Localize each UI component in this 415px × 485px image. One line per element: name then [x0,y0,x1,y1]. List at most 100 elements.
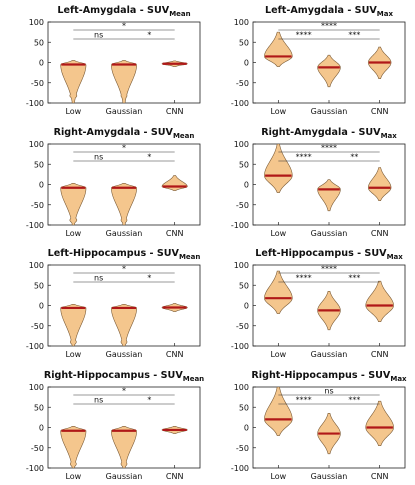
chart-title: Right-Hippocampus - SUVMean [44,370,204,383]
y-tick-label: 50 [34,281,44,290]
y-tick-label: -100 [26,99,44,108]
violin-body [60,303,87,346]
violin-body [111,425,137,468]
chart-title: Right-Hippocampus - SUVMax [251,370,407,383]
x-tick-label: CNN [166,350,184,359]
chart-panel: Left-Hippocampus - SUVMean 100 50 0 -50 -100 L… [26,248,201,359]
chart-title-text: Left-Amygdala - SUV [265,5,377,16]
violin-body [60,425,87,468]
y-tick-label: 50 [239,403,249,412]
significance-label: * [147,274,151,283]
violin-body [111,60,137,103]
x-tick-label: Low [270,107,286,116]
significance-label: ns [94,274,103,283]
x-tick-label: CNN [371,229,389,238]
y-tick-label: 50 [239,281,249,290]
violin-body [365,280,394,322]
chart-title-subscript: Mean [179,253,200,261]
violin-body [60,60,87,103]
chart-title-text: Left-Hippocampus - SUV [255,248,387,259]
y-tick-label: 100 [234,261,249,270]
x-tick-label: Gaussian [106,350,143,359]
y-tick-label: 50 [239,38,249,47]
violin-body [111,303,137,346]
significance-label: *** [348,31,360,40]
x-tick-label: Gaussian [311,107,348,116]
chart-title: Left-Hippocampus - SUVMax [255,248,403,261]
y-tick-label: 100 [29,18,44,27]
y-tick-label: -50 [236,201,249,210]
chart-panel: Right-Hippocampus - SUVMax100500-50-100L… [231,370,407,481]
significance-label: ns [324,387,333,396]
y-tick-label: 100 [29,261,44,270]
violin-body [264,387,293,436]
y-tick-label: 0 [39,59,44,68]
chart-title-subscript: Max [381,132,398,140]
y-tick-label: 100 [234,383,249,392]
significance-label: **** [296,396,312,405]
y-tick-label: -100 [231,342,249,351]
significance-label: ns [94,153,103,162]
x-tick-label: Low [270,472,286,481]
x-tick-label: CNN [371,350,389,359]
x-tick-label: Low [65,229,81,238]
violin-body [264,31,293,67]
significance-label: *** [348,274,360,283]
chart-title-subscript: Mean [173,132,194,140]
chart-panel: Right-Amygdala - SUVMean 100 50 0 -50 -100 Low… [26,127,201,238]
chart-title-text: Right-Amygdala - SUV [54,127,174,138]
x-tick-label: Gaussian [106,107,143,116]
chart-title: Right-Amygdala - SUVMax [261,127,397,140]
y-tick-label: -100 [26,342,44,351]
significance-label: ns [94,31,103,40]
significance-label: * [147,396,151,405]
significance-label: **** [296,274,312,283]
x-tick-label: Gaussian [311,472,348,481]
x-tick-label: CNN [166,107,184,116]
x-tick-label: Low [65,350,81,359]
chart-title-text: Right-Hippocampus - SUV [251,370,391,381]
significance-label: **** [321,144,337,153]
y-tick-label: -100 [231,221,249,230]
chart-title: Left-Amygdala - SUVMean [57,5,190,18]
y-tick-label: -100 [26,221,44,230]
violin-body [317,179,341,212]
y-tick-label: 0 [244,302,249,311]
violin-body [161,175,188,191]
x-tick-label: CNN [166,472,184,481]
x-tick-label: Low [65,472,81,481]
y-tick-label: -50 [31,79,44,88]
y-tick-label: -100 [26,464,44,473]
y-tick-label: -50 [31,444,44,453]
y-tick-label: 0 [39,424,44,433]
x-tick-label: CNN [166,229,184,238]
chart-panel: Left-Amygdala - SUVMean 100 50 0 -50 -100 Low G… [26,5,201,116]
y-tick-label: 100 [234,18,249,27]
significance-label: **** [296,31,312,40]
y-tick-label: 50 [34,160,44,169]
chart-title: Right-Amygdala - SUVMean [54,127,195,140]
chart-panel: Right-Amygdala - SUVMax 100 50 0 -50 -100 Low G… [231,127,406,238]
significance-label: * [122,387,126,396]
significance-label: **** [321,22,337,31]
chart-title-text: Right-Amygdala - SUV [261,127,381,138]
y-tick-label: -100 [231,99,249,108]
violin-body [60,182,87,225]
x-tick-label: Gaussian [311,350,348,359]
significance-label: *** [348,396,360,405]
significance-label: * [147,31,151,40]
x-tick-label: Low [65,107,81,116]
chart-title-subscript: Max [377,10,394,18]
significance-label: * [147,153,151,162]
chart-title-text: Left-Amygdala - SUV [57,5,169,16]
violin-body [264,270,293,314]
violin-body [111,182,137,225]
chart-title-subscript: Mean [183,375,204,383]
significance-label: **** [296,153,312,162]
y-tick-label: 0 [244,424,249,433]
y-tick-label: 0 [244,59,249,68]
x-tick-label: Gaussian [311,229,348,238]
significance-label: ** [350,153,358,162]
significance-label: ns [94,396,103,405]
